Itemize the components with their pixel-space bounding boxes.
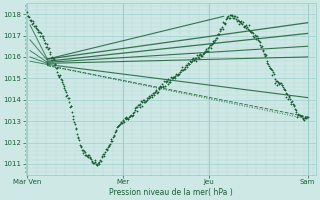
X-axis label: Pression niveau de la mer( hPa ): Pression niveau de la mer( hPa ) <box>109 188 233 197</box>
